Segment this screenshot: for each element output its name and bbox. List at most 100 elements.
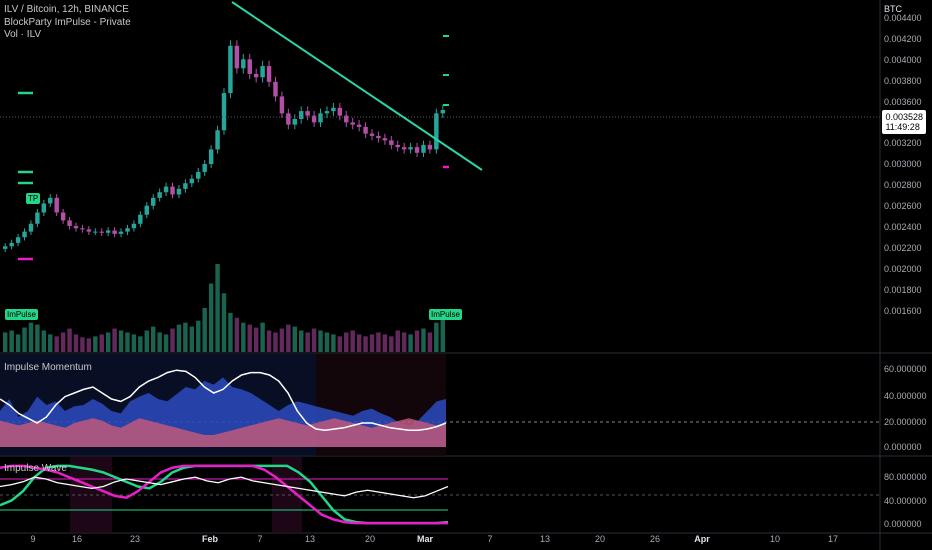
wave-tick-label: 80.000000 bbox=[884, 472, 927, 482]
candle bbox=[382, 133, 388, 145]
candle bbox=[324, 106, 330, 119]
candle bbox=[286, 108, 291, 130]
candle bbox=[151, 194, 156, 210]
time-tick-label: 23 bbox=[129, 534, 141, 544]
price-tick-label: 0.002400 bbox=[884, 222, 922, 232]
candles bbox=[3, 40, 445, 252]
volume-bar bbox=[73, 334, 79, 352]
candle bbox=[421, 140, 426, 158]
volume-bar bbox=[221, 293, 227, 352]
candle bbox=[311, 110, 317, 128]
momentum-title[interactable]: Impulse Momentum bbox=[4, 362, 92, 373]
volume-bar bbox=[15, 334, 21, 352]
symbol-title[interactable]: ILV / Bitcoin, 12h, BINANCE bbox=[4, 4, 129, 15]
current-price-value: 0.003528 bbox=[885, 112, 923, 122]
candle bbox=[125, 224, 130, 235]
trend-line[interactable] bbox=[231, 1, 483, 171]
candle bbox=[318, 108, 323, 128]
volume-bar bbox=[324, 332, 330, 352]
volume-bar bbox=[286, 324, 291, 352]
volume-bar bbox=[112, 328, 117, 352]
volume-bar bbox=[363, 336, 368, 352]
candle bbox=[112, 227, 117, 238]
volume-bar bbox=[208, 283, 214, 352]
volume-bar bbox=[183, 322, 188, 352]
impulse-tag-left: ImPulse bbox=[5, 309, 38, 320]
volume-bar bbox=[3, 332, 8, 352]
time-tick-label: 13 bbox=[304, 534, 316, 544]
volume-bar bbox=[99, 334, 104, 352]
volume-bar bbox=[408, 334, 413, 352]
price-tick-label: 0.004000 bbox=[884, 54, 922, 65]
tp-tag: TP bbox=[26, 193, 41, 204]
price-tick-label: 0.002200 bbox=[884, 242, 922, 253]
candle bbox=[99, 228, 104, 237]
price-tick-label: 0.003800 bbox=[884, 75, 922, 86]
volume-bar bbox=[41, 330, 47, 352]
time-tick-label: Feb bbox=[201, 534, 219, 544]
candle bbox=[22, 228, 27, 241]
wave-magenta-line bbox=[0, 464, 448, 525]
time-tick-label: 9 bbox=[30, 534, 36, 544]
candle bbox=[253, 68, 259, 83]
volume-bar bbox=[279, 328, 285, 352]
momentum-tick-label: 0.000000 bbox=[884, 442, 922, 452]
volume-bar bbox=[138, 336, 143, 352]
price-tick-label: 0.003000 bbox=[884, 159, 922, 170]
candle bbox=[234, 40, 240, 74]
volume-bar bbox=[60, 332, 66, 352]
wave-title[interactable]: Impulse Wave bbox=[4, 463, 67, 474]
candle bbox=[344, 110, 349, 128]
price-tick-label: 0.002000 bbox=[884, 263, 922, 274]
volume-bar bbox=[440, 312, 445, 352]
volume-bar bbox=[157, 332, 162, 352]
volume-bar bbox=[266, 330, 272, 352]
volume-bar bbox=[421, 328, 426, 352]
volume-bar bbox=[93, 336, 98, 352]
time-tick-label: 7 bbox=[487, 534, 493, 544]
price-tick-label: 0.001800 bbox=[884, 284, 922, 295]
volume-bar bbox=[376, 332, 381, 352]
volume-bar bbox=[389, 336, 394, 352]
candle bbox=[48, 194, 53, 208]
price-tick-label: 0.002800 bbox=[884, 180, 922, 191]
candle bbox=[118, 228, 124, 238]
candle bbox=[189, 174, 195, 188]
volume-bar bbox=[196, 320, 201, 352]
candle bbox=[299, 106, 304, 124]
axis-currency: BTC bbox=[884, 4, 902, 14]
time-tick-label: Mar bbox=[416, 534, 434, 544]
indicator-volume-legend[interactable]: Vol · ILV bbox=[4, 29, 42, 40]
volume-bar bbox=[202, 308, 207, 352]
candle bbox=[183, 179, 188, 193]
volume-bar bbox=[382, 334, 388, 352]
price-tick-label: 0.002600 bbox=[884, 201, 922, 212]
time-tick-label: 13 bbox=[539, 534, 551, 544]
candle bbox=[395, 140, 400, 152]
volume-bar bbox=[86, 338, 92, 352]
volume-bar bbox=[189, 326, 195, 352]
volume-bar bbox=[427, 332, 433, 352]
candle bbox=[414, 142, 420, 158]
time-tick-label: 20 bbox=[364, 534, 376, 544]
volume-bar bbox=[35, 324, 40, 352]
candle bbox=[3, 243, 8, 252]
candle bbox=[260, 60, 265, 83]
candle bbox=[215, 125, 220, 154]
candle bbox=[67, 216, 72, 230]
candle bbox=[28, 220, 34, 235]
volume-bar bbox=[356, 334, 362, 352]
volume-bar bbox=[369, 334, 375, 352]
volume-bar bbox=[234, 317, 240, 352]
candle bbox=[376, 131, 381, 143]
candle bbox=[73, 222, 79, 232]
candle bbox=[331, 102, 336, 116]
volume-bar bbox=[105, 332, 111, 352]
volume-bars bbox=[3, 264, 445, 352]
candle bbox=[221, 88, 227, 135]
candle bbox=[202, 159, 207, 176]
indicator-impulse-legend[interactable]: BlockParty ImPulse - Private bbox=[4, 17, 131, 28]
volume-bar bbox=[253, 327, 259, 352]
volume-bar bbox=[414, 330, 420, 352]
